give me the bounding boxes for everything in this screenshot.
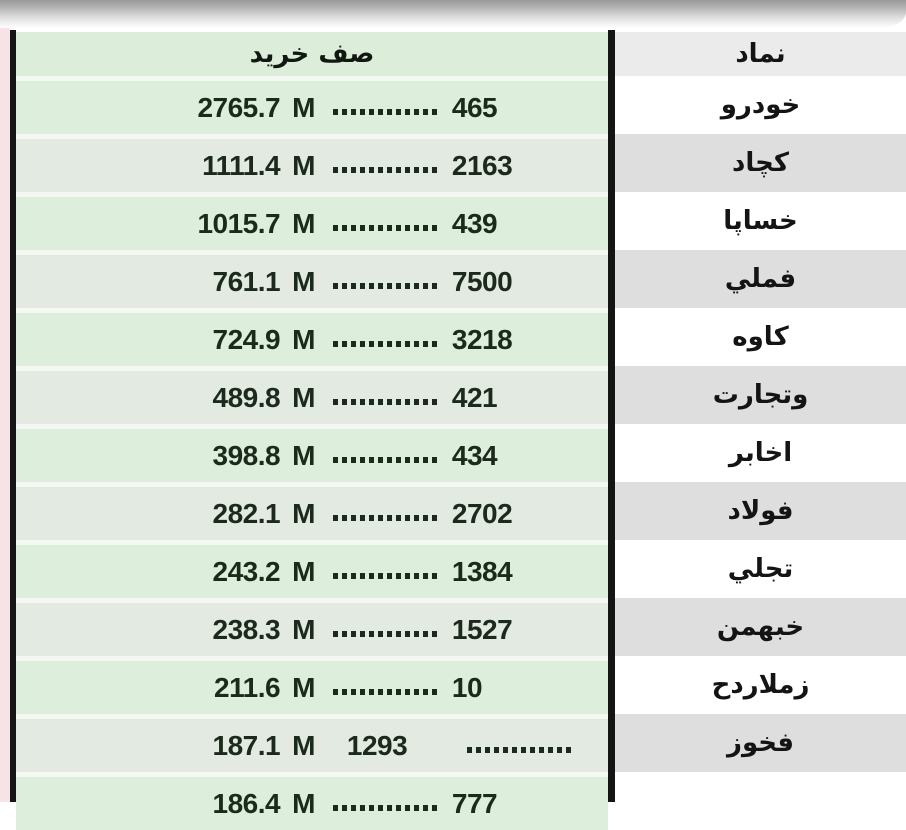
buy-queue-row: 243.2 M 1384	[16, 540, 608, 598]
queue-count: 1384	[451, 555, 513, 587]
queue-count: 421	[451, 381, 498, 413]
top-shadow-bar	[0, 0, 906, 28]
dotted-leader	[332, 108, 438, 115]
symbol-cell: تجلي	[615, 540, 906, 598]
buy-queue-row: 489.8 M 421	[16, 366, 608, 424]
dotted-leader	[466, 746, 572, 753]
symbol-cell: كاوه	[615, 308, 906, 366]
queue-value: 243.2	[212, 555, 281, 587]
unit-label: M	[292, 787, 315, 819]
symbol-cell: كچاد	[615, 134, 906, 192]
unit-label: M	[292, 91, 315, 123]
symbol-cell: فولاد	[615, 482, 906, 540]
buy-queue-header: صف خريد	[16, 32, 608, 76]
symbol-cell: فملي	[615, 250, 906, 308]
buy-queue-row: 282.1 M 2702	[16, 482, 608, 540]
queue-count: 777	[451, 787, 498, 819]
buy-queue-row: 724.9 M 3218	[16, 308, 608, 366]
symbol-column: خودرو كچاد خساپا فملي كاوه وتجارت اخابر …	[615, 76, 906, 830]
symbol-cell: اخابر	[615, 424, 906, 482]
queue-value: 211.6	[214, 671, 281, 703]
column-divider-border	[608, 30, 615, 802]
queue-value: 186.4	[212, 787, 281, 819]
queue-count: 3218	[451, 323, 513, 355]
dotted-leader	[332, 630, 438, 637]
buy-queue-row: 761.1 M 7500	[16, 250, 608, 308]
unit-label: M	[292, 497, 315, 529]
buy-queue-row: 187.1 M 1293	[16, 714, 608, 772]
queue-count: 1527	[451, 613, 513, 645]
sell-column-edge-strip	[0, 28, 10, 802]
dotted-leader	[332, 398, 438, 405]
queue-count: 1293	[346, 729, 408, 761]
unit-label: M	[292, 323, 315, 355]
queue-value: 1015.7	[197, 207, 281, 239]
queue-value: 187.1	[212, 729, 281, 761]
queue-count: 7500	[451, 265, 513, 297]
buy-queue-row: 2765.7 M 465	[16, 76, 608, 134]
symbol-header: نماد	[615, 32, 906, 76]
symbol-cell: خساپا	[615, 192, 906, 250]
queue-value: 724.9	[212, 323, 281, 355]
unit-label: M	[292, 555, 315, 587]
unit-label: M	[292, 729, 315, 761]
dotted-leader	[332, 340, 438, 347]
symbol-cell: خودرو	[615, 76, 906, 134]
symbol-cell: وتجارت	[615, 366, 906, 424]
unit-label: M	[292, 265, 315, 297]
symbol-cell: زملاردح	[615, 656, 906, 714]
unit-label: M	[292, 149, 315, 181]
unit-label: M	[292, 207, 315, 239]
buy-queue-row: 1111.4 M 2163	[16, 134, 608, 192]
queue-count: 434	[451, 439, 498, 471]
symbol-cell: خبهمن	[615, 598, 906, 656]
dotted-leader	[332, 514, 438, 521]
unit-label: M	[292, 381, 315, 413]
queue-value: 238.3	[212, 613, 281, 645]
buy-queue-row: 1015.7 M 439	[16, 192, 608, 250]
dotted-leader	[332, 572, 438, 579]
dotted-leader	[332, 688, 438, 695]
left-table-border	[10, 30, 16, 802]
dotted-leader	[332, 804, 438, 811]
dotted-leader	[332, 224, 438, 231]
queue-value: 761.1	[212, 265, 281, 297]
buy-queue-row: 398.8 M 434	[16, 424, 608, 482]
dotted-leader	[332, 456, 438, 463]
buy-queue-row: 238.3 M 1527	[16, 598, 608, 656]
buy-queue-column: 2765.7 M 465 1111.4 M 2163 1015.7 M 439 761.1 M…	[16, 76, 608, 830]
unit-label: M	[292, 671, 315, 703]
dotted-leader	[332, 282, 438, 289]
symbol-cell	[615, 772, 906, 830]
queue-count: 2702	[451, 497, 513, 529]
queue-value: 489.8	[212, 381, 281, 413]
dotted-leader	[332, 166, 438, 173]
queue-value: 1111.4	[202, 149, 281, 181]
queue-count: 465	[451, 91, 498, 123]
queue-count: 10	[451, 671, 483, 703]
buy-queue-row-partial: 186.4 M 777	[16, 772, 608, 830]
queue-value: 282.1	[212, 497, 281, 529]
unit-label: M	[292, 613, 315, 645]
queue-value: 2765.7	[197, 91, 281, 123]
unit-label: M	[292, 439, 315, 471]
symbol-cell: فخوز	[615, 714, 906, 772]
queue-value: 398.8	[212, 439, 281, 471]
buy-queue-row: 211.6 M 10	[16, 656, 608, 714]
queue-count: 439	[451, 207, 498, 239]
queue-count: 2163	[451, 149, 513, 181]
